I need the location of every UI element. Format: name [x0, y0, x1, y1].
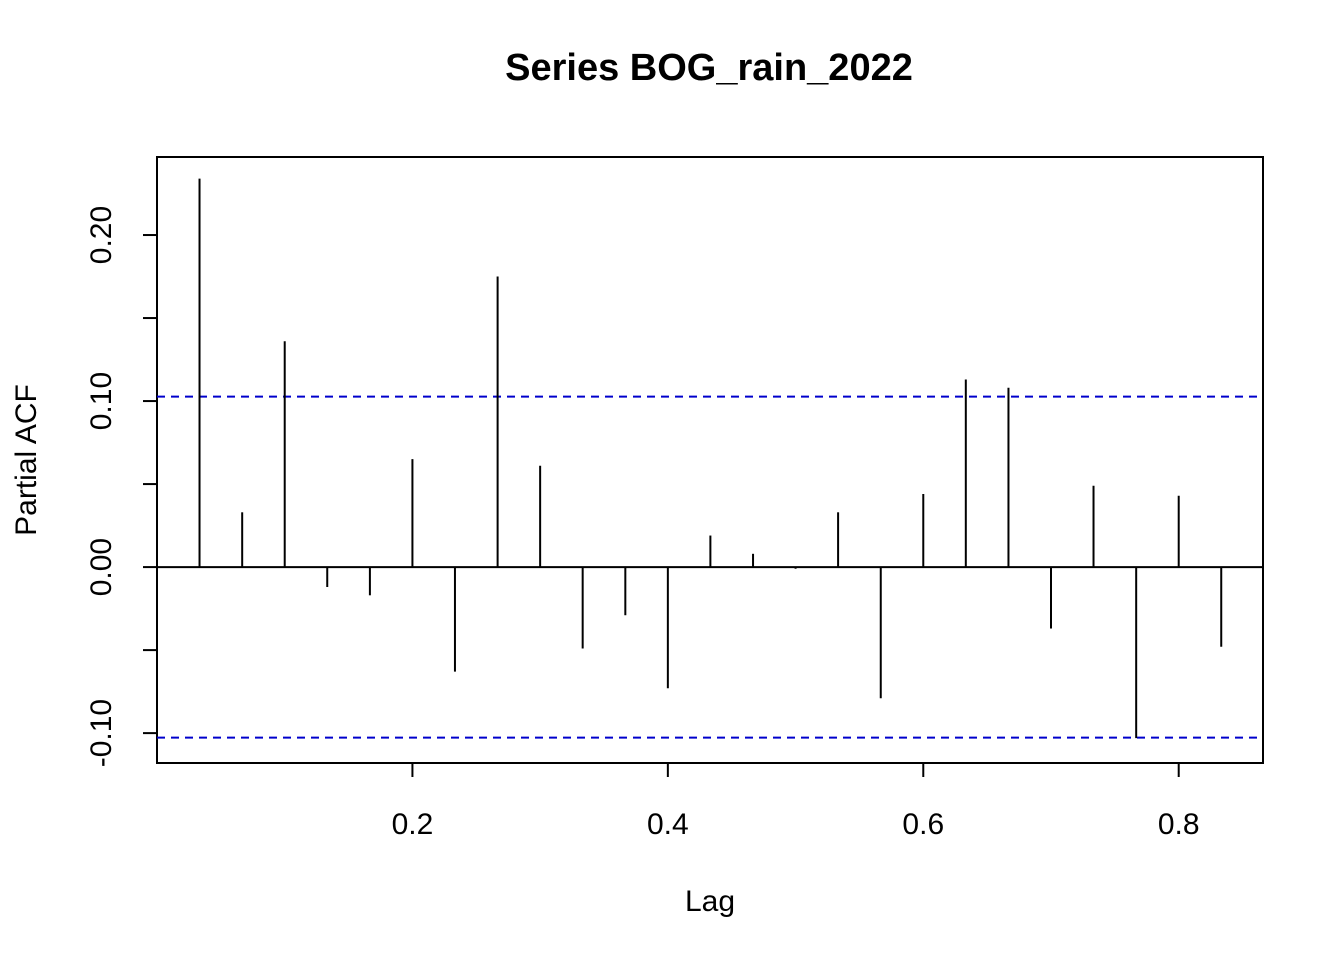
x-tick-label: 0.2	[392, 808, 434, 841]
y-tick-label: 0.10	[85, 372, 118, 430]
plot-frame	[156, 156, 1264, 764]
x-tick-label: 0.6	[902, 808, 944, 841]
y-axis: -0.10 0.00 0.10 0.20	[85, 206, 158, 767]
y-axis-label: Partial ACF	[10, 384, 43, 536]
x-tick-label: 0.4	[647, 808, 689, 841]
pacf-bars	[198, 178, 1223, 739]
y-tick-label: 0.20	[85, 206, 118, 264]
y-tick-label: -0.10	[85, 699, 118, 767]
y-tick-label: 0.00	[85, 538, 118, 596]
x-tick-label: 0.8	[1158, 808, 1200, 841]
x-axis: 0.2 0.4 0.6 0.8	[392, 762, 1200, 841]
chart-title: Series BOG_rain_2022	[505, 47, 913, 89]
x-axis-label: Lag	[685, 885, 735, 918]
